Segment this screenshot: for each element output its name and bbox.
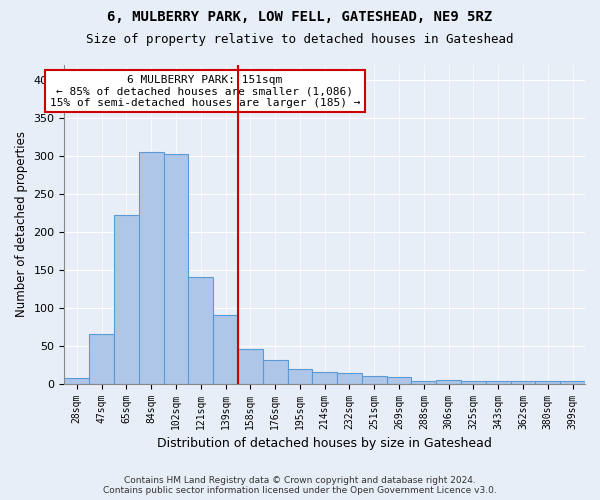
Text: 6, MULBERRY PARK, LOW FELL, GATESHEAD, NE9 5RZ: 6, MULBERRY PARK, LOW FELL, GATESHEAD, N… [107, 10, 493, 24]
Bar [213, 316, 238, 384]
Bar [139, 152, 164, 384]
Text: Size of property relative to detached houses in Gateshead: Size of property relative to detached ho… [86, 32, 514, 46]
Bar [362, 376, 386, 384]
Bar [535, 382, 560, 384]
Bar [64, 378, 89, 384]
Bar [412, 380, 436, 384]
Bar [238, 349, 263, 384]
Bar [89, 334, 114, 384]
Bar [511, 382, 535, 384]
Bar [164, 154, 188, 384]
Y-axis label: Number of detached properties: Number of detached properties [15, 132, 28, 318]
Bar [287, 368, 313, 384]
Text: Contains HM Land Registry data © Crown copyright and database right 2024.
Contai: Contains HM Land Registry data © Crown c… [103, 476, 497, 495]
Bar [436, 380, 461, 384]
Bar [114, 215, 139, 384]
Bar [337, 373, 362, 384]
Bar [313, 372, 337, 384]
Bar [461, 382, 486, 384]
Bar [386, 377, 412, 384]
Bar [560, 382, 585, 384]
Bar [486, 382, 511, 384]
Bar [188, 278, 213, 384]
Bar [263, 360, 287, 384]
Text: 6 MULBERRY PARK: 151sqm
← 85% of detached houses are smaller (1,086)
15% of semi: 6 MULBERRY PARK: 151sqm ← 85% of detache… [50, 74, 360, 108]
X-axis label: Distribution of detached houses by size in Gateshead: Distribution of detached houses by size … [157, 437, 492, 450]
